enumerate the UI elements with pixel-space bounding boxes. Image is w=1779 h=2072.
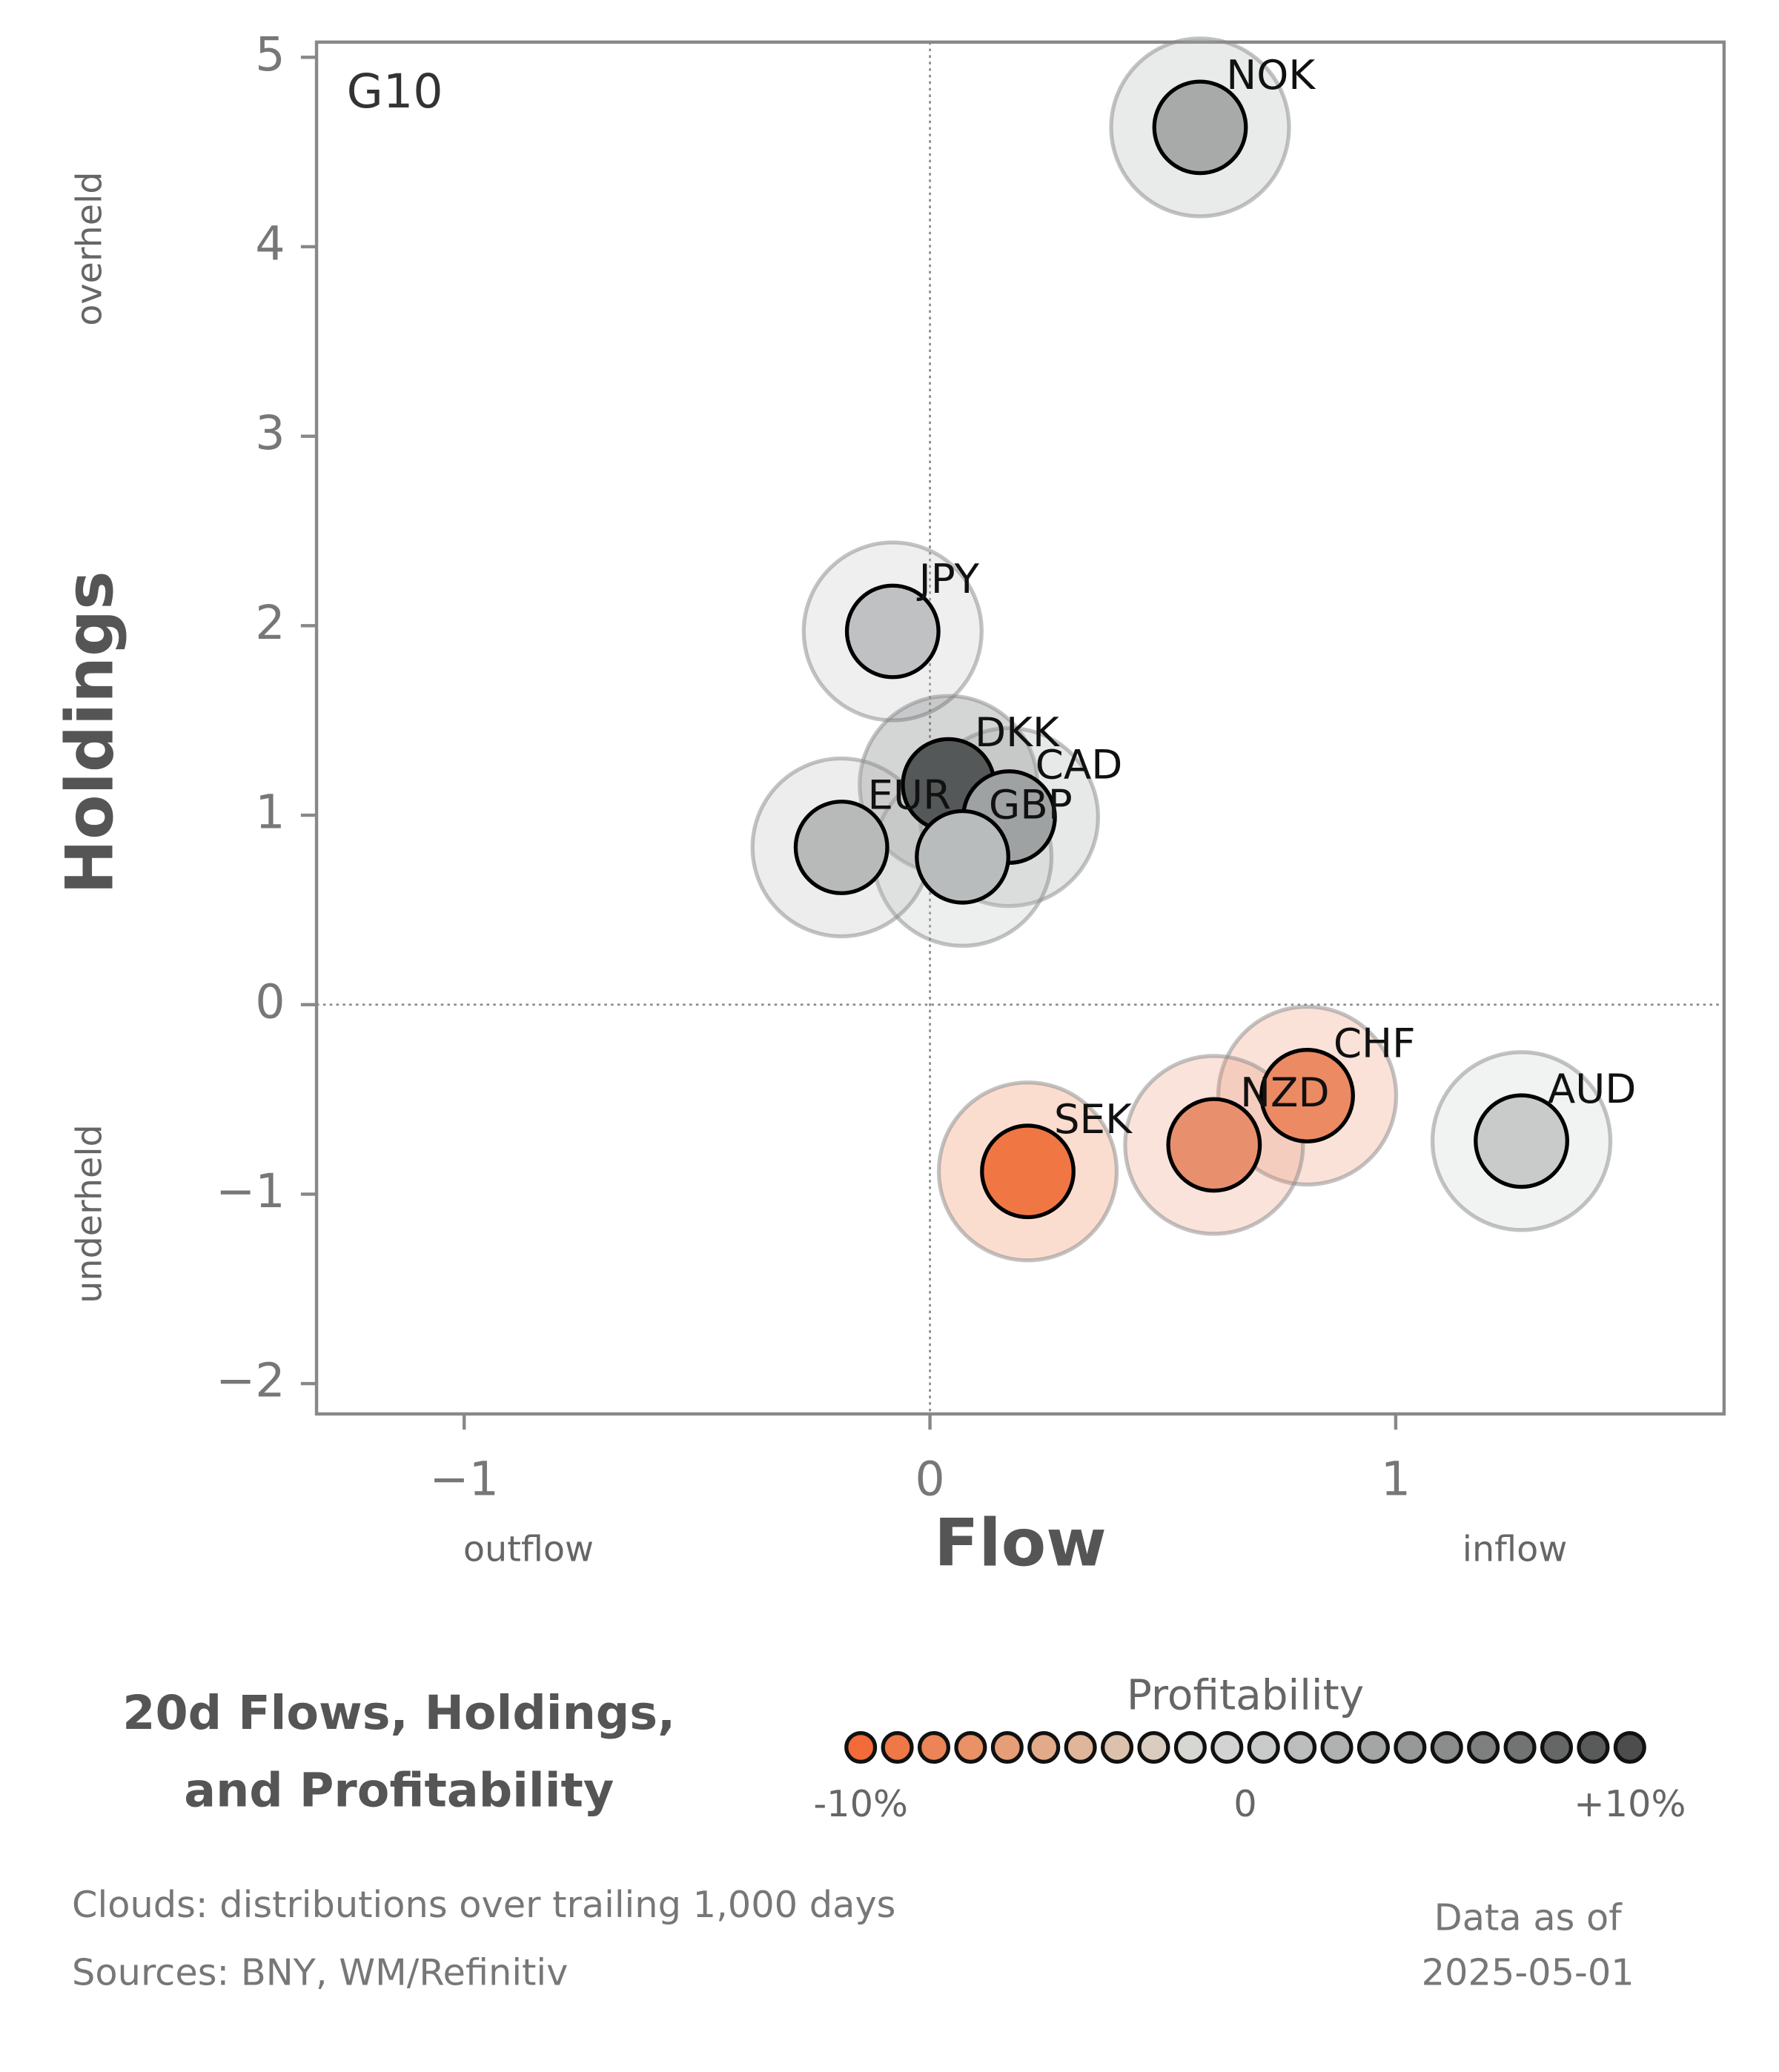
colorbar-swatch: [1320, 1730, 1354, 1764]
bubble: [844, 583, 941, 680]
title-line: and Profitability: [184, 1762, 614, 1817]
x-tick-label: 0: [915, 1451, 944, 1506]
colorbar-swatch: [881, 1730, 914, 1764]
plot-frame: [314, 40, 1726, 1416]
point-label: GBP: [989, 780, 1073, 828]
point-label: CAD: [1036, 741, 1123, 788]
point-label: AUD: [1548, 1065, 1637, 1112]
y-tick-label: −1: [216, 1163, 285, 1218]
colorbar-swatch: [1430, 1730, 1463, 1764]
y-annotation: underheld: [70, 1124, 110, 1304]
point-label: DKK: [975, 708, 1061, 756]
x-axis-label: Flow: [934, 1504, 1107, 1581]
y-tick-label: 5: [255, 27, 285, 82]
point-label: CHF: [1334, 1020, 1416, 1067]
y-annotation: overheld: [70, 171, 110, 325]
colorbar-tick-label: +10%: [1574, 1782, 1686, 1825]
y-tick-label: 0: [255, 974, 285, 1029]
colorbar-swatch: [1173, 1730, 1207, 1764]
bubble: [1474, 1093, 1569, 1189]
title-line: 20d Flows, Holdings,: [122, 1685, 675, 1740]
colorbar-tick-label: -10%: [813, 1782, 908, 1825]
bubble: [980, 1123, 1076, 1220]
colorbar-swatch: [1027, 1730, 1061, 1764]
x-tick-label: −1: [429, 1451, 499, 1506]
colorbar-swatch: [1356, 1730, 1390, 1764]
y-tick-label: 3: [255, 405, 285, 460]
colorbar-swatch: [1503, 1730, 1537, 1764]
point-label: SEK: [1054, 1095, 1133, 1143]
colorbar-swatch: [990, 1730, 1024, 1764]
colorbar-swatch: [1540, 1730, 1574, 1764]
date-note: 2025-05-01: [1422, 1951, 1634, 1994]
y-tick-label: −2: [216, 1353, 285, 1408]
bubble: [793, 800, 890, 895]
colorbar-swatch: [1137, 1730, 1170, 1764]
y-tick-label: 4: [255, 216, 285, 271]
colorbar-tick-label: 0: [1233, 1782, 1256, 1825]
point-label: NOK: [1226, 51, 1316, 99]
colorbar-swatch: [1210, 1730, 1244, 1764]
bubble: [1152, 79, 1248, 176]
colorbar-swatch: [844, 1730, 878, 1764]
x-annotation: outflow: [463, 1529, 594, 1570]
x-annotation: inflow: [1462, 1529, 1568, 1570]
note: Clouds: distributions over trailing 1,00…: [72, 1883, 895, 1926]
colorbar-swatch: [1101, 1730, 1134, 1764]
colorbar-title: Profitability: [1127, 1672, 1364, 1720]
bubble: [1166, 1097, 1262, 1193]
colorbar-swatch: [917, 1730, 951, 1764]
bubble: [915, 808, 1010, 905]
point-label: JPY: [917, 555, 980, 602]
date-note: Data as of: [1434, 1896, 1623, 1939]
x-tick-label: 1: [1381, 1451, 1411, 1506]
note: Sources: BNY, WM/Refinitiv: [72, 1951, 568, 1994]
panel-label: G10: [347, 64, 443, 119]
y-tick-label: 1: [255, 785, 285, 840]
colorbar-swatch: [1064, 1730, 1097, 1764]
colorbar-swatch: [1467, 1730, 1500, 1764]
colorbar-swatch: [1284, 1730, 1317, 1764]
colorbar-swatch: [1247, 1730, 1280, 1764]
colorbar-swatch: [1394, 1730, 1427, 1764]
y-axis-label: Holdings: [51, 571, 127, 894]
point-label: EUR: [867, 771, 951, 819]
point-label: NZD: [1240, 1069, 1329, 1116]
colorbar-swatch: [1577, 1730, 1610, 1764]
colorbar-swatch: [954, 1730, 987, 1764]
bubble: [1259, 1048, 1355, 1143]
colorbar-swatch: [1613, 1730, 1646, 1764]
y-tick-label: 2: [255, 595, 285, 650]
